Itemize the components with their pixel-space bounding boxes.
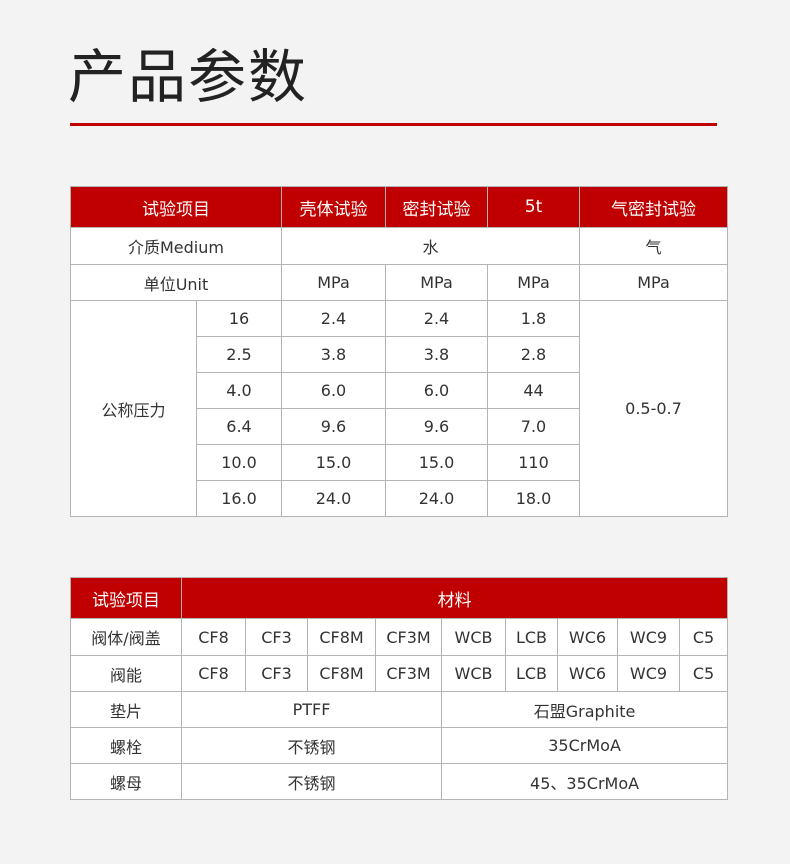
table-row: 阀能 CF8 CF3 CF8M CF3M WCB LCB WC6 WC9 C5: [70, 655, 729, 692]
unit-cell: MPa: [385, 264, 488, 301]
materials-table: 试验项目 材料 阀体/阀盖 CF8 CF3 CF8M CF3M WCB LCB …: [70, 577, 729, 800]
cell: 16.0: [196, 480, 282, 517]
cell: 2.4: [385, 300, 488, 337]
row-label: 阀体/阀盖: [70, 618, 182, 656]
cell: 6.4: [196, 408, 282, 445]
cell: 2.5: [196, 336, 282, 373]
cell: 4.0: [196, 372, 282, 409]
cell: 2.4: [281, 300, 386, 337]
table-row: 螺栓 不锈钢 35CrMoA: [70, 727, 729, 764]
row-label: 螺母: [70, 763, 182, 800]
cell: 9.6: [385, 408, 488, 445]
title-divider: [70, 123, 717, 126]
cell: LCB: [505, 655, 558, 692]
cell: 6.0: [385, 372, 488, 409]
cell: CF8: [181, 655, 246, 692]
table-row: 垫片 PTFF 石盟Graphite: [70, 691, 729, 728]
table-row: 单位Unit MPa MPa MPa MPa: [70, 264, 728, 301]
table-row: 6.4 9.6 9.6 7.0: [71, 408, 728, 445]
unit-cell: MPa: [487, 264, 580, 301]
cell: 3.8: [385, 336, 488, 373]
cell: 6.0: [281, 372, 386, 409]
cell: WCB: [441, 618, 506, 656]
table-header-row: 试验项目 壳体试验 密封试验 5t 气密封试验: [70, 186, 728, 228]
cell: 2.8: [487, 336, 580, 373]
cell: 1.8: [487, 300, 580, 337]
table-row: 阀体/阀盖 CF8 CF3 CF8M CF3M WCB LCB WC6 WC9 …: [70, 618, 729, 656]
table-row: 介质Medium 水 气: [70, 227, 728, 265]
cell: WC6: [557, 655, 618, 692]
row-label: 垫片: [70, 691, 182, 728]
unit-cell: MPa: [579, 264, 728, 301]
cell: 不锈钢: [181, 727, 442, 764]
cell: WCB: [441, 655, 506, 692]
cell: C5: [678, 655, 729, 692]
header-cell: 试验项目: [70, 186, 282, 228]
header-cell: 试验项目: [70, 577, 182, 619]
header-cell: 5t: [487, 186, 580, 228]
cell: CF3: [245, 655, 308, 692]
test-parameters-table: 试验项目 壳体试验 密封试验 5t 气密封试验 介质Medium 水 气 单位U…: [70, 186, 728, 517]
medium-water: 水: [281, 227, 580, 265]
unit-label: 单位Unit: [70, 264, 282, 301]
cell: 10.0: [196, 444, 282, 481]
cell: CF8M: [307, 655, 376, 692]
table-row: 螺母 不锈钢 45、35CrMoA: [70, 763, 729, 800]
cell: 15.0: [385, 444, 488, 481]
table-row: 16.0 24.0 24.0 18.0: [71, 480, 728, 517]
table-row: 2.5 3.8 3.8 2.8: [71, 336, 728, 373]
header-cell: 气密封试验: [579, 186, 728, 228]
header-cell: 壳体试验: [281, 186, 386, 228]
cell: WC9: [617, 618, 680, 656]
gas-range: 0.5-0.7: [579, 300, 728, 517]
table-row: 公称压力 16 2.4 2.4 1.8 0.5-0.7: [70, 300, 728, 517]
cell: CF8: [181, 618, 246, 656]
cell: 44: [487, 372, 580, 409]
header-cell: 密封试验: [385, 186, 488, 228]
cell: C5: [678, 618, 729, 656]
cell: CF3M: [375, 618, 442, 656]
cell: 24.0: [281, 480, 386, 517]
cell: LCB: [505, 618, 558, 656]
cell: 石盟Graphite: [440, 691, 729, 728]
cell: WC9: [617, 655, 680, 692]
cell: WC6: [557, 618, 618, 656]
cell: 110: [487, 444, 580, 481]
page-title: 产品参数: [68, 43, 309, 111]
cell: 7.0: [487, 408, 580, 445]
pressure-label: 公称压力: [70, 300, 197, 517]
table-row: 4.0 6.0 6.0 44: [71, 372, 728, 409]
medium-gas: 气: [579, 227, 728, 265]
table-header-row: 试验项目 材料: [70, 577, 729, 619]
header-cell: 材料: [180, 577, 729, 619]
cell: 24.0: [385, 480, 488, 517]
cell: 15.0: [281, 444, 386, 481]
cell: PTFF: [181, 691, 442, 728]
cell: CF3: [245, 618, 308, 656]
cell: 不锈钢: [181, 763, 442, 800]
medium-label: 介质Medium: [70, 227, 282, 265]
cell: 18.0: [487, 480, 580, 517]
cell: 35CrMoA: [440, 727, 729, 764]
row-label: 螺栓: [70, 727, 182, 764]
cell: 16: [196, 300, 282, 337]
table-row: 10.0 15.0 15.0 110: [71, 444, 728, 481]
unit-cell: MPa: [281, 264, 386, 301]
cell: 9.6: [281, 408, 386, 445]
cell: CF8M: [307, 618, 376, 656]
row-label: 阀能: [70, 655, 182, 692]
cell: 3.8: [281, 336, 386, 373]
cell: 45、35CrMoA: [440, 763, 729, 800]
cell: CF3M: [375, 655, 442, 692]
